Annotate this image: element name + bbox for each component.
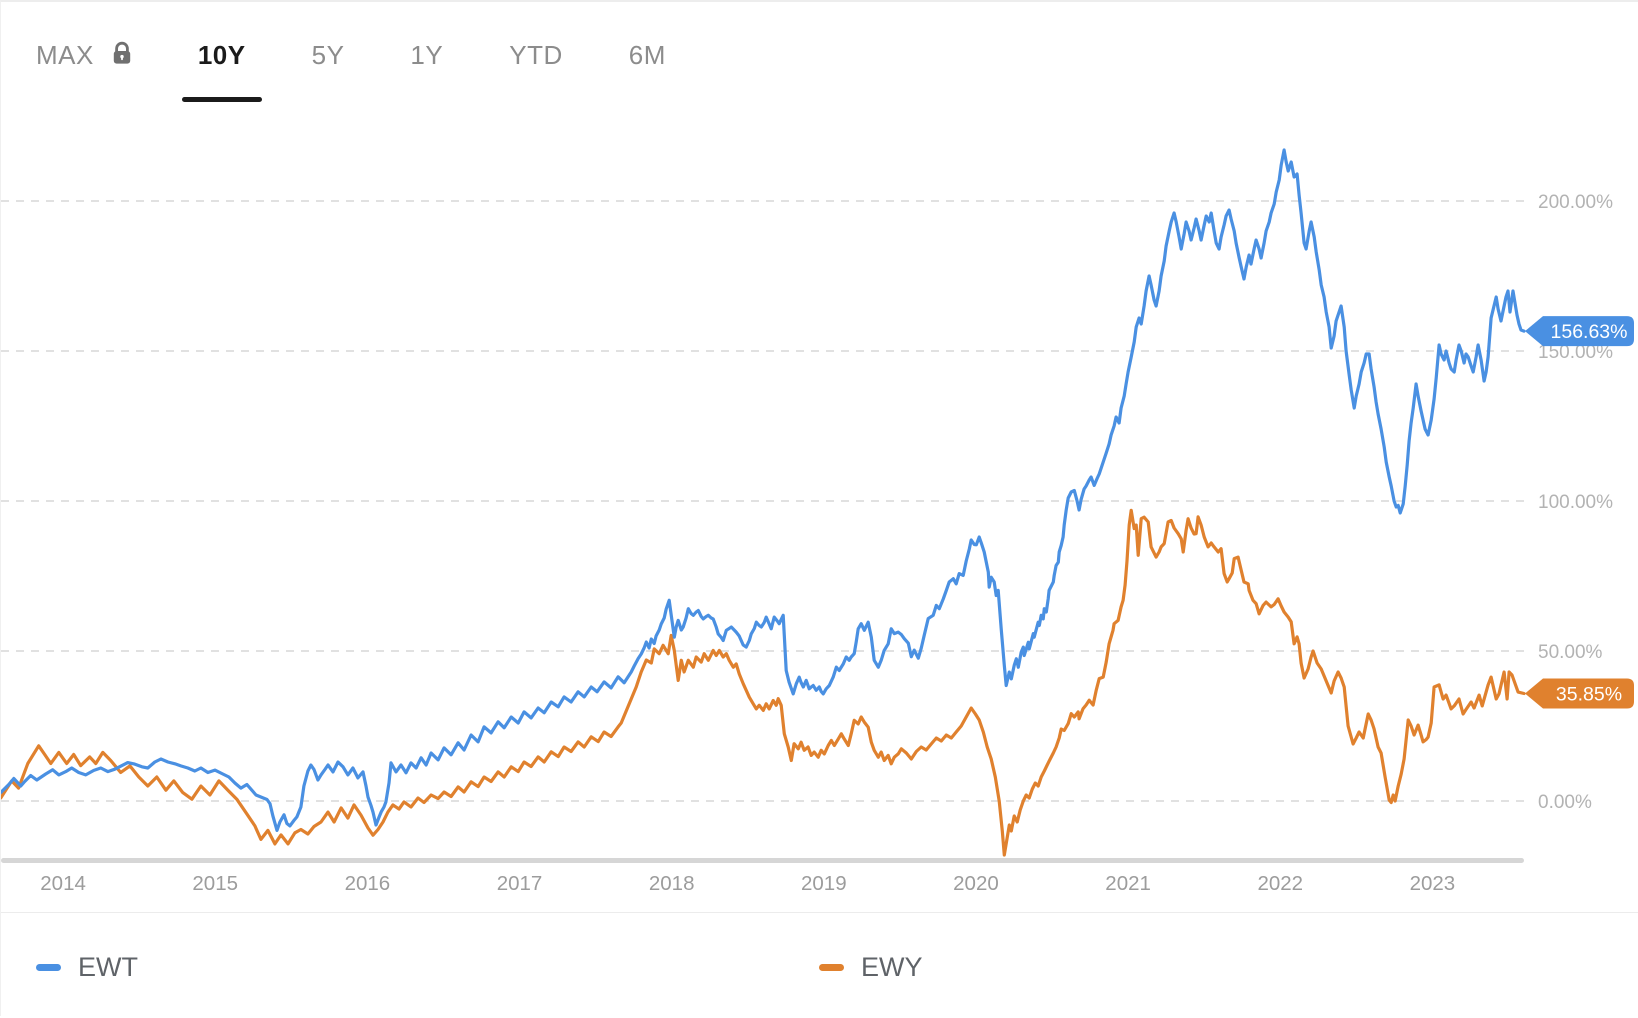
legend-item-ewt[interactable]: EWT: [36, 952, 138, 983]
x-axis-label-2019: 2019: [801, 872, 847, 895]
x-axis-label-2014: 2014: [40, 872, 86, 895]
tab-10y[interactable]: 10Y: [181, 30, 262, 102]
x-axis-label-2017: 2017: [497, 872, 543, 895]
series-line-ewt: [1, 148, 1526, 832]
last-value-badge-ewt: 156.63%: [1525, 316, 1634, 347]
range-tabs: MAX 10Y 5Y 1Y YTD 6M: [36, 30, 666, 102]
legend-swatch-icon: [819, 964, 844, 971]
x-axis-label-2016: 2016: [345, 872, 391, 895]
legend-label: EWY: [861, 952, 923, 982]
x-axis-label-2020: 2020: [953, 872, 999, 895]
tab-label: YTD: [509, 40, 563, 70]
legend-label: EWT: [78, 952, 138, 982]
x-axis-label-2023: 2023: [1410, 872, 1456, 895]
x-axis-label-2021: 2021: [1105, 872, 1151, 895]
y-axis-label-200: 200.00%: [1538, 192, 1613, 213]
tab-max[interactable]: MAX: [36, 30, 132, 102]
x-axis-bar: [1, 858, 1524, 863]
badge-value: 156.63%: [1551, 321, 1628, 343]
y-axis-label-150: 150.00%: [1538, 342, 1613, 363]
tab-label: 1Y: [410, 40, 444, 70]
badge-shape: [1525, 678, 1634, 709]
lock-icon: [113, 41, 131, 64]
tab-6m[interactable]: 6M: [629, 30, 666, 102]
tab-5y[interactable]: 5Y: [312, 30, 345, 102]
last-value-badge-ewy: 35.85%: [1525, 678, 1634, 709]
x-axis-label-2015: 2015: [192, 872, 238, 895]
series-line-ewy: [1, 508, 1526, 857]
tab-label: 5Y: [311, 40, 345, 70]
tab-label: 10Y: [197, 40, 246, 70]
tab-1y[interactable]: 1Y: [410, 30, 443, 102]
badge-shape: [1525, 316, 1634, 347]
legend-divider: [1, 912, 1638, 913]
legend-swatch-icon: [36, 964, 61, 971]
x-axis-label-2022: 2022: [1257, 872, 1303, 895]
y-axis-label-100: 100.00%: [1538, 492, 1613, 513]
x-axis-label-2018: 2018: [649, 872, 695, 895]
tab-label: 6M: [628, 40, 666, 70]
y-axis-label-50: 50.00%: [1538, 642, 1603, 663]
tab-ytd[interactable]: YTD: [509, 30, 563, 102]
legend: EWT EWY: [1, 940, 1638, 994]
tab-label: MAX: [36, 40, 94, 70]
legend-item-ewy[interactable]: EWY: [819, 952, 923, 983]
badge-value: 35.85%: [1556, 683, 1622, 705]
y-axis-label-0: 0.00%: [1538, 792, 1592, 813]
